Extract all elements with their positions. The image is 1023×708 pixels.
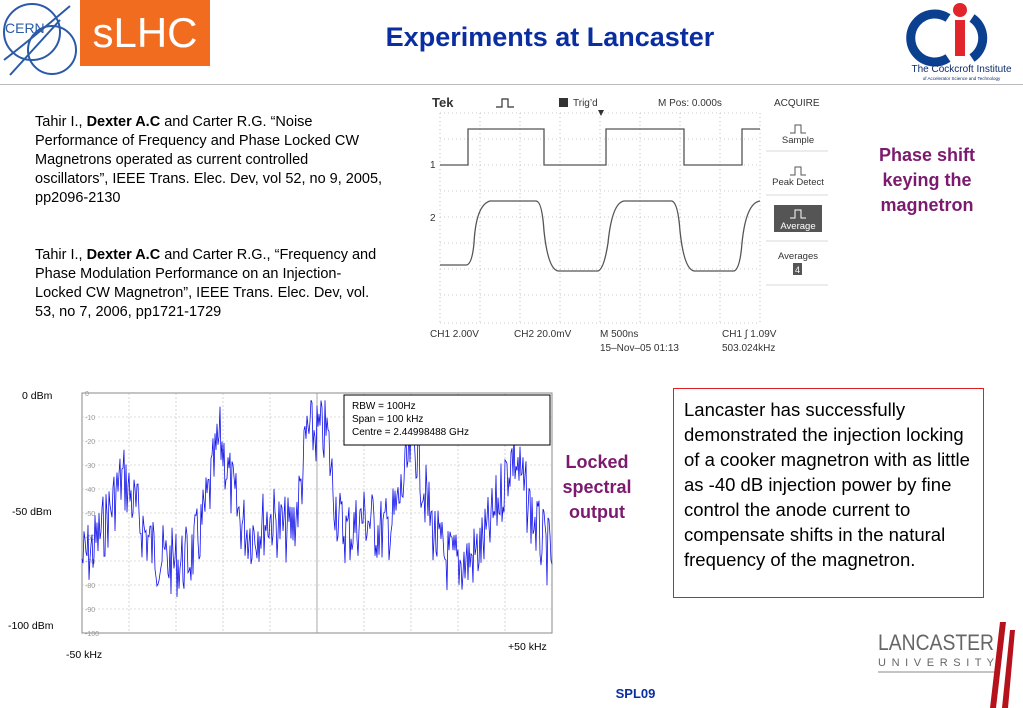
- scope-ch2-scale: CH2 20.0mV: [514, 329, 572, 340]
- cockcroft-subtitle: of Accelerator Science and Technology: [922, 76, 1001, 81]
- cern-logo: CERN: [3, 3, 77, 76]
- lancaster-university-text: U N I V E R S I T Y: [878, 657, 995, 669]
- spectrum-plot: 0 dBm -50 dBm -100 dBm -50 kHz +50 kHz 0…: [8, 390, 553, 661]
- scope-ch2-marker: 2: [430, 213, 436, 224]
- locked-spectral-label: Locked spectral output: [548, 450, 646, 525]
- scope-ch2-trace: [440, 200, 761, 272]
- scope-peak-icon: [790, 166, 806, 176]
- reference-2-rest: and Carter R.G., “Frequency and Phase Mo…: [35, 247, 377, 320]
- spectrum-rbw: RBW = 100Hz: [352, 401, 416, 412]
- phase-shift-label: Phase shift keying the magnetron: [858, 143, 996, 218]
- scope-date: 15–Nov–05 01:13: [600, 343, 679, 354]
- spectrum-tick-label: -20: [85, 439, 95, 446]
- locked-line-3: output: [569, 502, 625, 522]
- reference-1-rest: and Carter R.G. “Noise Performance of Fr…: [35, 114, 383, 206]
- scope-mpos: M Pos: 0.000s: [658, 98, 722, 109]
- cern-logo-text: CERN: [5, 20, 45, 36]
- description-box: Lancaster has successfully demonstrated …: [673, 388, 984, 598]
- reference-1: Tahir I., Dexter A.C and Carter R.G. “No…: [35, 113, 385, 208]
- locked-line-1: Locked: [565, 452, 629, 472]
- lancaster-name: LANCASTER: [878, 630, 994, 655]
- scope-average-icon: [790, 209, 806, 219]
- scope-acquire: ACQUIRE: [774, 98, 820, 109]
- spectrum-y-mid-label: -50 dBm: [12, 506, 52, 518]
- lancaster-university-logo: LANCASTER U N I V E R S I T Y: [878, 622, 1015, 708]
- reference-2-authors: Tahir I.,: [35, 247, 87, 263]
- reference-2-highlight-author: Dexter A.C: [86, 247, 161, 263]
- scope-sample-icon: [790, 124, 806, 134]
- spectrum-y-top-label: 0 dBm: [22, 390, 53, 402]
- scope-brand: Tek: [432, 95, 454, 110]
- spectrum-tick-label: 0: [85, 391, 89, 398]
- header-divider: [0, 84, 1023, 85]
- scope-waveform-icon: [496, 98, 514, 108]
- spectrum-centre: Centre = 2.44998488 GHz: [352, 427, 469, 438]
- scope-time-scale: M 500ns: [600, 329, 638, 340]
- page-title: Experiments at Lancaster: [385, 22, 715, 52]
- phase-shift-line-1: Phase shift: [878, 145, 976, 165]
- footer-label: SPL09: [615, 686, 656, 701]
- cockcroft-name: The Cockcroft Institute: [911, 64, 1012, 75]
- spectrum-tick-label: -80: [85, 583, 95, 590]
- spectrum-x-left-label: -50 kHz: [66, 649, 102, 661]
- reference-1-authors: Tahir I.,: [35, 114, 87, 130]
- description-text: Lancaster has successfully demonstrated …: [684, 399, 970, 570]
- spectrum-x-right-label: +50 kHz: [508, 641, 547, 653]
- spectrum-span: Span = 100 kHz: [352, 414, 423, 425]
- reference-1-highlight-author: Dexter A.C: [86, 114, 161, 130]
- scope-frequency: 503.024kHz: [722, 343, 775, 354]
- scope-grid: [439, 112, 761, 324]
- locked-line-2: spectral: [562, 477, 632, 497]
- scope-ch1-trace: [440, 128, 760, 166]
- scope-menu-average: Average: [780, 221, 815, 232]
- scope-ch1-scale: CH1 2.00V: [430, 329, 479, 340]
- spectrum-tick-labels: 0-10-20-30-40-50-60-70-80-90-100: [85, 391, 99, 638]
- spectrum-tick-label: -100: [85, 631, 99, 638]
- scope-ch1-trigger: CH1 ∫ 1.09V: [722, 329, 777, 340]
- spectrum-tick-label: -40: [85, 487, 95, 494]
- spectrum-tick-label: -30: [85, 463, 95, 470]
- scope-trig-status: Trig’d: [573, 98, 598, 109]
- slhc-label: sLHC: [80, 0, 210, 66]
- phase-shift-line-2: keying the: [882, 170, 972, 190]
- spectrum-settings-box: [343, 394, 551, 446]
- spectrum-trace: [81, 400, 553, 598]
- spectrum-tick-label: -60: [85, 535, 95, 542]
- scope-menu-averages: Averages: [778, 251, 818, 262]
- oscilloscope-screenshot: Tek Trig’d M Pos: 0.000s ACQUIRE 1 2 Sam…: [428, 93, 830, 355]
- scope-menu-peak-detect: Peak Detect: [772, 177, 824, 188]
- scope-ch1-marker: 1: [430, 160, 436, 171]
- scope-trigger-icon: [559, 98, 568, 107]
- cockcroft-institute-logo: [906, 3, 988, 67]
- scope-trigger-marker: [598, 110, 604, 116]
- reference-2: Tahir I., Dexter A.C and Carter R.G., “F…: [35, 246, 385, 322]
- spectrum-y-bottom-label: -100 dBm: [8, 620, 54, 632]
- phase-shift-line-3: magnetron: [880, 195, 974, 215]
- spectrum-tick-label: -10: [85, 415, 95, 422]
- spectrum-tick-label: -50: [85, 511, 95, 518]
- scope-menu-sample: Sample: [782, 135, 814, 146]
- scope-averages-value: 4: [795, 265, 800, 275]
- spectrum-tick-label: -90: [85, 607, 95, 614]
